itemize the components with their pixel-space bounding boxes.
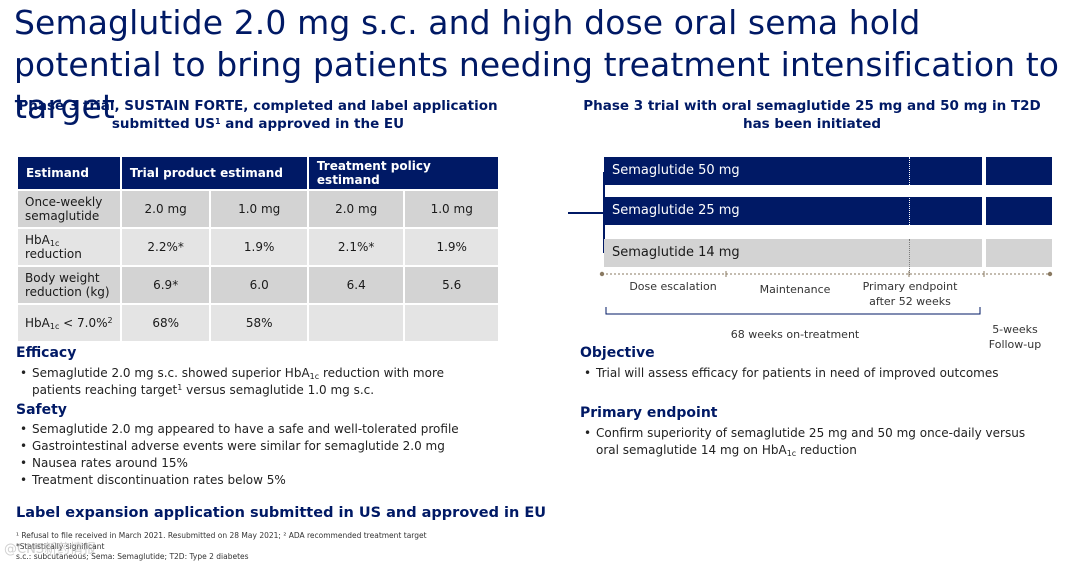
- row-label-dose: Once-weekly semaglutide: [16, 189, 122, 229]
- row-label-target: HbA1c < 7.0%2: [16, 303, 122, 343]
- table-cell: 2.1%*: [306, 227, 406, 267]
- table-cell: 2.0 mg: [119, 189, 212, 229]
- safety-heading: Safety: [16, 402, 67, 418]
- table-row-hba1c: HbA1c reduction 2.2%* 1.9% 2.1%* 1.9%: [16, 227, 500, 267]
- header-treatment-policy-estimand: Treatment policy estimand: [306, 155, 501, 191]
- list-item: Treatment discontinuation rates below 5%: [16, 472, 496, 489]
- phase-primary-endpoint: Primary endpoint after 52 weeks: [862, 280, 958, 308]
- table-cell: 1.0 mg: [403, 189, 500, 229]
- left-subheading-line1: Phase 3 trial, SUSTAIN FORTE, completed …: [18, 98, 498, 114]
- header-trial-product-estimand: Trial product estimand: [119, 155, 309, 191]
- timeline-axis: [599, 271, 1053, 277]
- table-cell: 2.2%*: [119, 227, 212, 267]
- list-item: Gastrointestinal adverse events were sim…: [16, 438, 496, 455]
- footnote-2: *Statistically significant: [16, 541, 105, 551]
- on-treatment-label: 68 weeks on-treatment: [730, 328, 860, 341]
- table-row-dose: Once-weekly semaglutide 2.0 mg 1.0 mg 2.…: [16, 189, 500, 229]
- left-subheading: Phase 3 trial, SUSTAIN FORTE, completed …: [16, 97, 500, 133]
- estimand-table: Estimand Trial product estimand Treatmen…: [16, 155, 501, 343]
- table-cell: 58%: [209, 303, 309, 343]
- list-item: Nausea rates around 15%: [16, 455, 496, 472]
- primary-endpoint-list: Confirm superiority of semaglutide 25 mg…: [580, 425, 1040, 459]
- primary-endpoint-marker: [909, 157, 910, 275]
- table-row-target: HbA1c < 7.0%2 68% 58%: [16, 303, 500, 343]
- list-item: Trial will assess efficacy for patients …: [580, 365, 1050, 382]
- table-cell: 68%: [119, 303, 212, 343]
- page-title: Semaglutide 2.0 mg s.c. and high dose or…: [14, 3, 1060, 126]
- table-cell: 6.4: [306, 265, 406, 305]
- arm-connector: [603, 172, 605, 253]
- table-cell: 1.9%: [209, 227, 309, 267]
- phase-dose-escalation: Dose escalation: [629, 280, 717, 293]
- randomisation-line: [568, 212, 604, 214]
- table-cell: 6.0: [209, 265, 309, 305]
- efficacy-heading: Efficacy: [16, 345, 77, 361]
- list-item: Confirm superiority of semaglutide 25 mg…: [580, 425, 1040, 459]
- objective-list: Trial will assess efficacy for patients …: [580, 365, 1050, 382]
- phase-maintenance: Maintenance: [759, 283, 831, 296]
- objective-heading: Objective: [580, 345, 655, 361]
- table-cell: 5.6: [403, 265, 500, 305]
- follow-up-label: 5-weeks Follow-up: [988, 323, 1042, 351]
- header-estimand: Estimand: [16, 155, 122, 191]
- table-cell: 2.0 mg: [306, 189, 406, 229]
- footnote-3: s.c.: subcutaneous; Sema: Semaglutide; T…: [16, 552, 249, 561]
- safety-list: Semaglutide 2.0 mg appeared to have a sa…: [16, 421, 496, 489]
- follow-up-bar-50mg: [986, 157, 1052, 185]
- right-subheading: Phase 3 trial with oral semaglutide 25 m…: [583, 98, 1041, 132]
- on-treatment-bracket: [605, 307, 981, 315]
- list-item: Semaglutide 2.0 mg appeared to have a sa…: [16, 421, 496, 438]
- primary-endpoint-marker-lower: [909, 239, 910, 275]
- watermark: @CNS新药情报: [4, 542, 97, 557]
- label-expansion-heading: Label expansion application submitted in…: [16, 505, 547, 521]
- arm-bar-50mg: Semaglutide 50 mg: [604, 157, 982, 185]
- follow-up-bar-14mg: [986, 239, 1052, 267]
- efficacy-list: Semaglutide 2.0 mg s.c. showed superior …: [16, 365, 496, 399]
- arm-bar-14mg: Semaglutide 14 mg: [604, 239, 982, 267]
- table-header-row: Estimand Trial product estimand Treatmen…: [16, 155, 501, 191]
- table-cell: 1.9%: [403, 227, 500, 267]
- table-cell: 1.0 mg: [209, 189, 309, 229]
- footnotes: ¹ Refusal to file received in March 2021…: [16, 531, 496, 563]
- table-cell: 6.9*: [119, 265, 212, 305]
- follow-up-bar-25mg: [986, 197, 1052, 225]
- table-row-weight: Body weight reduction (kg) 6.9* 6.0 6.4 …: [16, 265, 500, 305]
- left-subheading-line2: submitted US1 and approved in the EU: [111, 116, 405, 132]
- table-cell: [306, 303, 406, 343]
- primary-endpoint-heading: Primary endpoint: [580, 405, 718, 421]
- row-label-hba1c: HbA1c reduction: [16, 227, 122, 267]
- footnote-1: ¹ Refusal to file received in March 2021…: [16, 531, 427, 540]
- table-cell: [403, 303, 500, 343]
- row-label-weight: Body weight reduction (kg): [16, 265, 122, 305]
- arm-bar-25mg: Semaglutide 25 mg: [604, 197, 982, 225]
- list-item: Semaglutide 2.0 mg s.c. showed superior …: [16, 365, 496, 399]
